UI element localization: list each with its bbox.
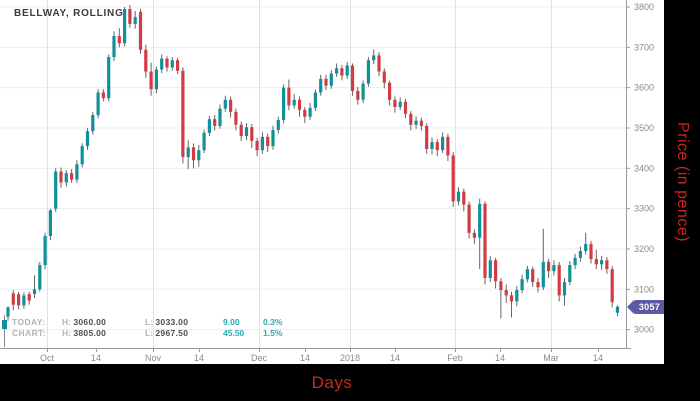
low-prefix: L:	[145, 317, 154, 327]
svg-text:14: 14	[593, 353, 603, 363]
legend-row-today: TODAY: H: 3060.00 L: 3033.00 9.00 0.3%	[0, 317, 320, 328]
svg-text:3000: 3000	[634, 325, 654, 335]
legend-chart-high: H: 3805.00	[62, 328, 106, 338]
low-value: 2967.50	[155, 328, 189, 338]
svg-text:3300: 3300	[634, 204, 654, 214]
legend-chart-label: CHART:	[12, 328, 47, 338]
svg-text:14: 14	[390, 353, 400, 363]
candlestick-chart[interactable]: 3800 3700 3600 3500 3400 3300 3200 3100 3000 Oct 1…	[0, 0, 664, 364]
legend-today-low: L: 3033.00	[145, 317, 188, 327]
chart-title: BELLWAY, ROLLING	[14, 8, 124, 19]
svg-text:3100: 3100	[634, 284, 654, 294]
svg-text:Nov: Nov	[145, 353, 162, 363]
svg-text:Feb: Feb	[447, 353, 463, 363]
high-value: 3060.00	[73, 317, 107, 327]
mini-candle-body	[2, 320, 7, 329]
plot-area: 3800 3700 3600 3500 3400 3300 3200 3100 3000 Oct 1…	[0, 0, 665, 364]
svg-text:3200: 3200	[634, 244, 654, 254]
y-axis-title-text: Price (in pence)	[674, 121, 691, 243]
low-prefix: L:	[145, 328, 154, 338]
svg-text:3400: 3400	[634, 163, 654, 173]
svg-text:3800: 3800	[634, 2, 654, 12]
y-axis-title: Price (in pence)	[664, 0, 700, 364]
svg-text:14: 14	[300, 353, 310, 363]
svg-text:Mar: Mar	[543, 353, 559, 363]
legend-today-percent: 0.3%	[263, 317, 283, 327]
legend-today-high: H: 3060.00	[62, 317, 106, 327]
legend-today-label: TODAY:	[12, 317, 46, 327]
legend-row-chart: CHART: H: 3805.00 L: 2967.50 45.50 1.5%	[0, 328, 320, 339]
mini-candle-icon	[1, 315, 8, 349]
last-price-value: 3057	[634, 299, 665, 314]
svg-text:3700: 3700	[634, 42, 654, 52]
badge-arrow-icon	[627, 299, 634, 314]
high-prefix: H:	[62, 317, 71, 327]
legend-chart-low: L: 2967.50	[145, 328, 188, 338]
days-axis-frame: Days	[0, 364, 664, 401]
svg-text:14: 14	[91, 353, 101, 363]
svg-text:3500: 3500	[634, 123, 654, 133]
ohlc-legend: TODAY: H: 3060.00 L: 3033.00 9.00 0.3% C…	[0, 313, 320, 347]
svg-text:14: 14	[194, 353, 204, 363]
last-price-badge: 3057	[627, 299, 665, 314]
legend-today-change: 9.00	[223, 317, 240, 327]
svg-text:Dec: Dec	[251, 353, 268, 363]
price-axis-frame: Price (in pence)	[664, 0, 700, 401]
low-value: 3033.00	[155, 317, 189, 327]
legend-chart-percent: 1.5%	[263, 328, 283, 338]
mini-candle-wick	[4, 315, 5, 347]
svg-text:14: 14	[495, 353, 505, 363]
legend-chart-change: 45.50	[223, 328, 245, 338]
x-axis-title-text: Days	[311, 372, 353, 392]
svg-text:Oct: Oct	[40, 353, 55, 363]
high-value: 3805.00	[73, 328, 107, 338]
svg-text:3600: 3600	[634, 83, 654, 93]
high-prefix: H:	[62, 328, 71, 338]
svg-text:2018: 2018	[340, 353, 360, 363]
